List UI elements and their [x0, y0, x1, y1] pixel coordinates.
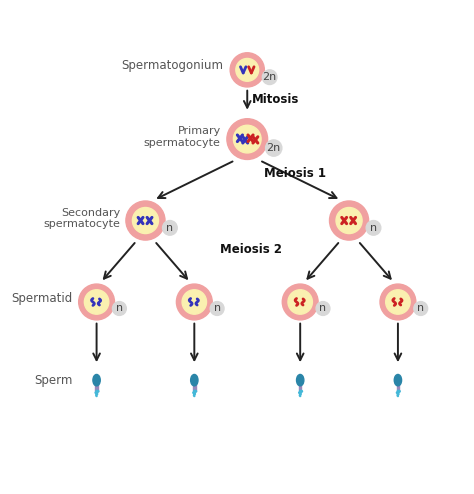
- Text: Spermatogonium: Spermatogonium: [121, 59, 223, 72]
- Circle shape: [233, 125, 261, 153]
- Text: Mitosis: Mitosis: [252, 93, 300, 106]
- Circle shape: [84, 290, 109, 314]
- Text: Spermatid: Spermatid: [12, 292, 73, 305]
- Text: n: n: [214, 303, 221, 314]
- Circle shape: [132, 207, 158, 234]
- Text: 2n: 2n: [266, 143, 281, 153]
- Circle shape: [386, 290, 410, 314]
- Circle shape: [288, 290, 312, 314]
- Circle shape: [227, 119, 268, 160]
- Ellipse shape: [394, 374, 401, 386]
- Bar: [95, 383, 98, 391]
- Ellipse shape: [93, 374, 100, 386]
- Circle shape: [182, 290, 207, 314]
- Text: n: n: [166, 223, 173, 233]
- Ellipse shape: [191, 374, 198, 386]
- Circle shape: [176, 284, 212, 320]
- Circle shape: [316, 301, 330, 315]
- Ellipse shape: [297, 374, 304, 386]
- Circle shape: [262, 70, 277, 84]
- Circle shape: [236, 58, 259, 82]
- Bar: [397, 383, 399, 391]
- Circle shape: [380, 284, 416, 320]
- Circle shape: [230, 53, 264, 87]
- Text: Meiosis 1: Meiosis 1: [264, 167, 326, 180]
- Text: n: n: [116, 303, 123, 314]
- Circle shape: [210, 301, 224, 315]
- Bar: [299, 383, 301, 391]
- Circle shape: [366, 220, 381, 235]
- Text: Sperm: Sperm: [35, 373, 73, 387]
- Circle shape: [329, 201, 369, 240]
- Text: n: n: [319, 303, 327, 314]
- Text: Primary
spermatocyte: Primary spermatocyte: [144, 126, 221, 148]
- Text: n: n: [417, 303, 424, 314]
- Text: 2n: 2n: [263, 72, 277, 82]
- Circle shape: [336, 207, 362, 234]
- Circle shape: [79, 284, 115, 320]
- Circle shape: [126, 201, 165, 240]
- Circle shape: [163, 220, 177, 235]
- Circle shape: [265, 140, 282, 156]
- Circle shape: [283, 284, 318, 320]
- Circle shape: [112, 301, 126, 315]
- Text: Secondary
spermatocyte: Secondary spermatocyte: [43, 207, 120, 229]
- Circle shape: [414, 301, 428, 315]
- Bar: [193, 383, 196, 391]
- Text: n: n: [370, 223, 377, 233]
- Text: Meiosis 2: Meiosis 2: [220, 244, 283, 256]
